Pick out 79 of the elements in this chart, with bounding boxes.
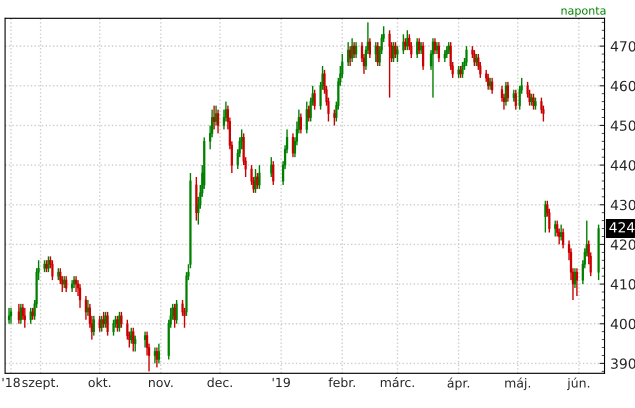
candlestick (10, 307, 12, 324)
candlestick (404, 37, 407, 51)
candlestick (144, 330, 146, 348)
candlestick (554, 220, 556, 238)
candlestick (416, 37, 418, 59)
candlestick (72, 275, 76, 289)
candlestick (134, 334, 136, 352)
candlestick (438, 41, 440, 63)
candlestick (457, 65, 460, 79)
candlestick (418, 37, 420, 55)
candlestick (74, 275, 78, 293)
candlestick (214, 104, 218, 126)
x-tick-label: febr. (328, 377, 355, 388)
candlestick (560, 224, 562, 242)
candlestick (45, 260, 48, 273)
x-tick-label: márc. (380, 376, 414, 388)
candlestick (446, 45, 448, 59)
candlestick (43, 260, 46, 273)
candlestick (20, 303, 22, 324)
candlestick (314, 89, 316, 110)
candlestick (444, 49, 446, 63)
candlestick (65, 275, 68, 293)
candlestick (530, 93, 533, 106)
candlestick (258, 164, 261, 190)
candlestick (347, 41, 350, 67)
candlestick (514, 89, 517, 110)
candlestick (106, 311, 109, 336)
annotation: 424 (609, 222, 634, 232)
candlestick (487, 73, 490, 90)
candlestick (490, 77, 494, 94)
candlestick (534, 96, 537, 110)
candlestick (256, 172, 259, 190)
candlestick (368, 37, 372, 59)
candlestick (448, 41, 450, 55)
x-tick-label: máj. (505, 377, 530, 390)
candlestick (475, 53, 478, 67)
candlestick (24, 307, 26, 328)
candlestick (562, 228, 564, 250)
candlestick (30, 307, 32, 324)
candlestick (92, 315, 95, 336)
candlestick (544, 200, 547, 234)
x-tick-label: '18 (2, 378, 20, 388)
candlestick (8, 307, 10, 324)
x-tick-label: szept. (22, 378, 58, 390)
chart-subtitle: naponta (562, 6, 606, 17)
candlestick (272, 160, 274, 186)
candlestick (512, 89, 515, 102)
candlestick (465, 45, 468, 67)
x-tick-label: dec. (207, 377, 232, 388)
candlestick (333, 108, 336, 126)
candlestick (350, 37, 354, 63)
candlestick (300, 112, 302, 134)
candlestick (154, 346, 156, 364)
candlestick (70, 279, 74, 293)
candlestick (102, 311, 105, 328)
candlestick (57, 268, 60, 281)
x-tick-label: jún. (567, 377, 590, 390)
candlestick (396, 45, 399, 63)
candlestick (306, 100, 308, 134)
x-tick-label: ápr. (448, 377, 470, 390)
candlestick (376, 41, 379, 67)
candlestick (175, 299, 178, 324)
candlestick (459, 65, 462, 79)
candlestick (212, 104, 216, 130)
candlestick (32, 307, 34, 320)
candlestick (473, 49, 476, 67)
candlestick (132, 327, 134, 352)
candlestick (216, 108, 220, 134)
candlestick (63, 275, 66, 289)
x-tick-label: okt. (88, 377, 110, 388)
candlestick (308, 104, 310, 122)
x-tick-label: '19 (272, 378, 290, 388)
candlestick (489, 77, 492, 90)
candlestick (420, 41, 422, 55)
candlestick (78, 283, 82, 309)
x-tick-label: nov. (149, 380, 172, 388)
candlestick (158, 342, 160, 364)
candlestick (349, 45, 352, 67)
candlestick (100, 315, 103, 332)
